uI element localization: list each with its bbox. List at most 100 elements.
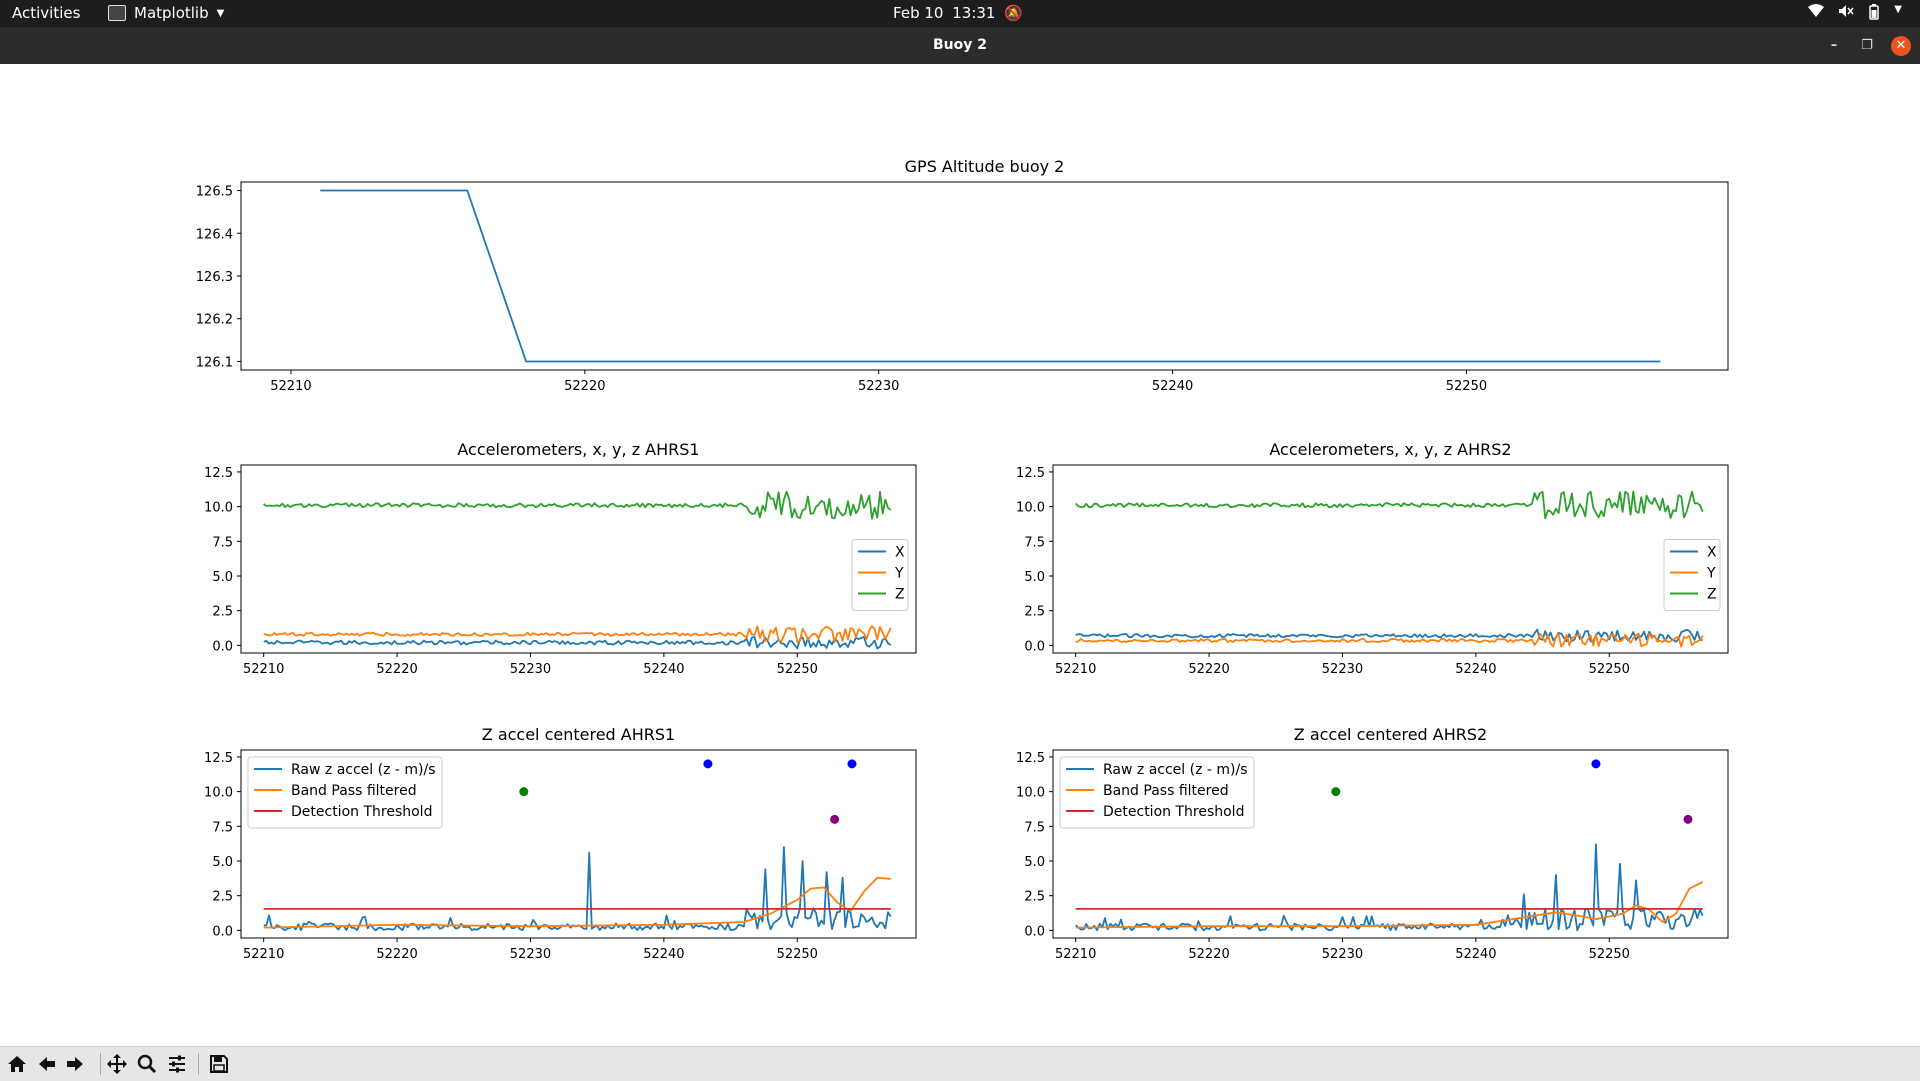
configure-subplots-icon[interactable] (164, 1052, 190, 1076)
accel-ahrs1-axes: Accelerometers, x, y, z AHRS1 52210 52220 5… (204, 440, 917, 677)
x-tick-label: 52250 (1589, 662, 1630, 677)
series-line (1075, 632, 1704, 648)
series-line (1075, 880, 1704, 929)
y-tick-label: 7.5 (212, 535, 233, 550)
chart-title: Accelerometers, x, y, z AHRS2 (1269, 440, 1511, 459)
chart-title: Z accel centered AHRS2 (1294, 725, 1487, 744)
gps-altitude-axes: GPS Altitude buoy 2 52210 52220 52230 52240 5… (196, 157, 1729, 394)
zaccel-ahrs2-axes: Z accel centered AHRS2 52210 52220 52230 522… (1016, 725, 1729, 962)
x-tick-label: 52220 (1188, 947, 1229, 962)
x-tick-label: 52230 (1322, 947, 1363, 962)
legend: Raw z accel (z - m)/s Band Pass filtered D… (1059, 756, 1255, 829)
y-tick-label: 10.0 (204, 786, 233, 801)
axes-frame (1052, 749, 1729, 939)
system-top-bar: Activities Matplotlib ▼ Feb 10 13:31 🔕 ▼ (0, 0, 1920, 27)
y-tick-label: 2.5 (212, 890, 233, 905)
clock-time: 13:31 (952, 4, 996, 22)
chevron-down-icon: ▼ (1894, 4, 1902, 15)
system-tray[interactable]: ▼ (1808, 4, 1902, 24)
chart-title: Accelerometers, x, y, z AHRS1 (457, 440, 699, 459)
close-button[interactable]: ✕ (1891, 36, 1911, 56)
x-tick-label: 52220 (1188, 662, 1229, 677)
y-tick-label: 12.5 (1016, 466, 1045, 481)
activities-button[interactable]: Activities (12, 4, 81, 22)
minimize-button[interactable]: – (1830, 38, 1838, 53)
window-title-bar: Buoy 2 – ❐ ✕ (0, 27, 1920, 64)
x-tick-label: 52220 (376, 947, 417, 962)
axes-frame (1052, 464, 1729, 654)
matplotlib-app-icon (108, 5, 126, 21)
x-tick-label: 52230 (510, 947, 551, 962)
y-tick-label: 126.2 (196, 313, 233, 328)
plot-area (263, 759, 892, 932)
battery-icon (1868, 4, 1880, 24)
save-icon[interactable] (206, 1052, 232, 1076)
clock[interactable]: Feb 10 13:31 🔕 (0, 4, 1920, 22)
x-tick-label: 52210 (1055, 662, 1096, 677)
x-tick-label: 52240 (643, 662, 684, 677)
x-tick-label: 52230 (858, 379, 899, 394)
y-tick-label: 2.5 (1024, 605, 1045, 620)
app-menu[interactable]: Matplotlib ▼ (108, 4, 224, 22)
series-line (1075, 843, 1704, 932)
detection-marker (830, 814, 840, 824)
forward-icon[interactable] (62, 1052, 88, 1076)
accel-ahrs2-axes: Accelerometers, x, y, z AHRS2 52210 52220 5… (1016, 440, 1729, 677)
plot-area (263, 490, 892, 650)
toolbar-separator (100, 1053, 101, 1075)
legend: Raw z accel (z - m)/s Band Pass filtered D… (247, 756, 443, 829)
y-tick-label: 12.5 (1016, 751, 1045, 766)
x-tick-label: 52220 (564, 379, 605, 394)
series-line (263, 625, 892, 644)
legend-label: Band Pass filtered (1103, 783, 1229, 799)
y-tick-label: 10.0 (1016, 501, 1045, 516)
toolbar-separator (198, 1053, 199, 1075)
x-tick-label: 52240 (643, 947, 684, 962)
detection-marker (847, 759, 857, 769)
x-tick-label: 52210 (243, 947, 284, 962)
series-line (263, 876, 891, 929)
legend-label: Band Pass filtered (291, 783, 417, 799)
back-icon[interactable] (34, 1052, 60, 1076)
detection-marker (519, 787, 529, 797)
figure-canvas[interactable]: GPS Altitude buoy 2 52210 52220 52230 52240 5… (0, 64, 1920, 1046)
axes-frame (240, 181, 1729, 371)
y-tick-label: 0.0 (212, 639, 233, 654)
y-tick-label: 5.0 (212, 570, 233, 585)
chevron-down-icon: ▼ (216, 7, 225, 19)
y-tick-label: 0.0 (1024, 924, 1045, 939)
home-icon[interactable] (4, 1052, 30, 1076)
x-tick-label: 52240 (1152, 379, 1193, 394)
y-tick-label: 5.0 (1024, 570, 1045, 585)
pan-icon[interactable] (104, 1052, 130, 1076)
zoom-icon[interactable] (134, 1052, 160, 1076)
x-tick-label: 52250 (777, 662, 818, 677)
legend: XYZ (851, 539, 909, 611)
x-tick-label: 52250 (1446, 379, 1487, 394)
y-tick-label: 126.5 (196, 185, 233, 200)
axes-frame (240, 464, 917, 654)
notifications-muted-icon: 🔕 (1004, 4, 1023, 22)
x-tick-label: 52240 (1455, 947, 1496, 962)
legend-label: X (1707, 545, 1717, 561)
y-tick-label: 2.5 (212, 605, 233, 620)
y-tick-label: 12.5 (204, 751, 233, 766)
legend-label: Y (894, 566, 904, 582)
x-tick-label: 52210 (270, 379, 311, 394)
volume-muted-icon (1838, 4, 1854, 24)
legend-label: Z (1707, 587, 1717, 603)
legend-label: Raw z accel (z - m)/s (1103, 762, 1248, 778)
y-tick-label: 2.5 (1024, 890, 1045, 905)
y-tick-label: 7.5 (1024, 535, 1045, 550)
legend-box (1059, 756, 1255, 829)
legend-label: X (895, 545, 905, 561)
y-tick-label: 126.1 (196, 355, 233, 370)
plot-area (1075, 490, 1704, 648)
x-tick-label: 52240 (1455, 662, 1496, 677)
x-tick-label: 52210 (243, 662, 284, 677)
y-tick-label: 7.5 (212, 820, 233, 835)
y-tick-label: 126.3 (196, 270, 233, 285)
series-line (263, 846, 892, 932)
maximize-button[interactable]: ❐ (1861, 38, 1873, 53)
y-tick-label: 7.5 (1024, 820, 1045, 835)
